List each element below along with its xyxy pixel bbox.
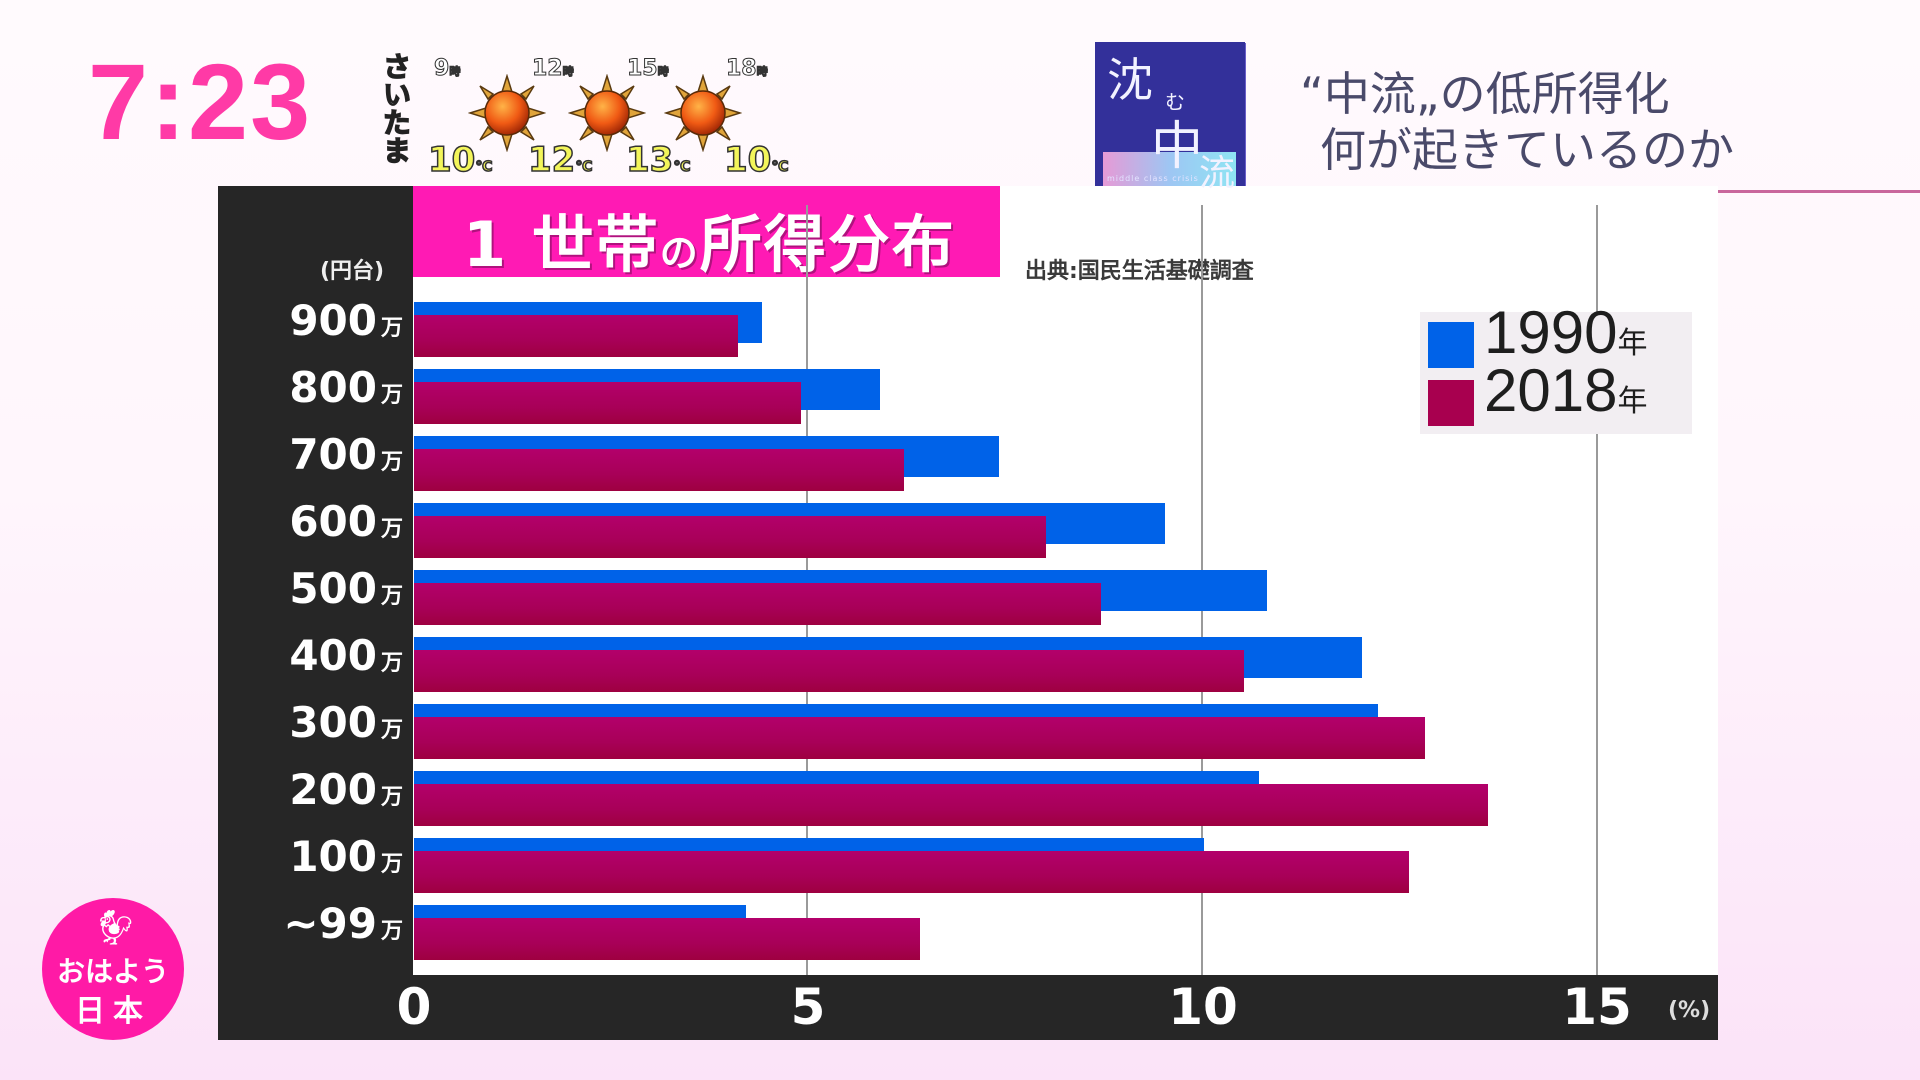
- sunny-icon: [664, 74, 742, 152]
- headline-line-2: 何が起きているのか: [1320, 123, 1734, 177]
- category-label: 800 万: [289, 363, 403, 412]
- legend-swatch-2018: [1428, 380, 1474, 426]
- category-label: ~99 万: [283, 899, 403, 948]
- chart-y-unit: (円台): [320, 259, 385, 284]
- weather-temp: 10℃: [723, 139, 789, 181]
- bar-2018: [414, 516, 1046, 558]
- weather-temp: 10℃: [427, 139, 493, 181]
- chart-category-axis-panel: [218, 186, 413, 1040]
- category-label: 100 万: [289, 832, 403, 881]
- logo-gradient-band: [1103, 152, 1236, 186]
- weather-temp: 13℃: [625, 139, 691, 181]
- x-tick: 10: [1168, 978, 1238, 1036]
- x-axis-unit: (%): [1668, 998, 1711, 1023]
- bar-2018: [414, 315, 738, 357]
- bar-2018: [414, 449, 904, 491]
- category-label: 400 万: [289, 631, 403, 680]
- bar-2018: [414, 650, 1244, 692]
- rooster-icon: 🐓︎: [94, 908, 138, 948]
- clock-time: 7:23: [88, 41, 313, 162]
- chart-title: 1 世帯の所得分布: [463, 208, 956, 281]
- bar-2018: [414, 918, 920, 960]
- program-logo-line-1: おはよう: [56, 955, 169, 988]
- logo-char: 流: [1199, 153, 1236, 190]
- x-tick: 5: [790, 978, 826, 1036]
- weather-time: 18時: [726, 56, 769, 82]
- chart-plot-header: [1000, 186, 1718, 277]
- weather-time: 15時: [627, 56, 670, 82]
- category-label: 200 万: [289, 765, 403, 814]
- weather-location: さいたま: [378, 51, 413, 165]
- bar-2018: [414, 382, 802, 424]
- legend-item-2018: 2018年: [1428, 361, 1647, 430]
- weather-temp: 12℃: [527, 139, 593, 181]
- legend-swatch-1990: [1428, 322, 1474, 368]
- sunny-icon: [468, 74, 546, 152]
- logo-char: 中: [1151, 117, 1204, 177]
- chart-title-bar: 1 世帯の所得分布: [413, 186, 1000, 281]
- legend-item-1990: 1990年: [1428, 303, 1647, 372]
- weather-time: 9時: [433, 56, 461, 82]
- x-tick: 0: [396, 978, 432, 1036]
- headline-line-1: “中流„の低所得化: [1300, 67, 1670, 121]
- bar-2018: [414, 784, 1489, 826]
- chart-value-axis-panel: [218, 975, 1718, 1040]
- sunny-icon: [568, 74, 646, 152]
- category-label: 500 万: [289, 564, 403, 613]
- logo-char: 沈: [1107, 53, 1153, 107]
- logo-subtitle: middle class crisis: [1107, 174, 1199, 183]
- weather-time: 12時: [532, 56, 575, 82]
- gridline-15: [1596, 205, 1598, 975]
- chart-legend: 1990年 2018年: [1420, 303, 1692, 434]
- category-label: 300 万: [289, 698, 403, 747]
- chart-source: 出典:国民生活基礎調査: [1025, 259, 1254, 284]
- category-label: 900 万: [289, 296, 403, 345]
- weather-forecast: さいたま 9時 12時 15時 18時 10℃ 12℃ 13℃: [372, 51, 802, 192]
- segment-logo: 沈 む 中 流 middle class crisis: [1095, 42, 1245, 190]
- x-tick: 15: [1562, 978, 1632, 1036]
- bar-2018: [414, 583, 1102, 625]
- logo-char: む: [1165, 90, 1185, 114]
- program-logo: 🐓︎ おはよう 日本: [42, 898, 184, 1040]
- bar-2018: [414, 851, 1410, 893]
- bar-2018: [414, 717, 1426, 759]
- segment-headline: “中流„の低所得化 何が起きているのか: [1300, 66, 1734, 178]
- category-label: 700 万: [289, 430, 403, 479]
- program-logo-line-2: 日本: [75, 994, 151, 1029]
- category-label: 600 万: [289, 497, 403, 546]
